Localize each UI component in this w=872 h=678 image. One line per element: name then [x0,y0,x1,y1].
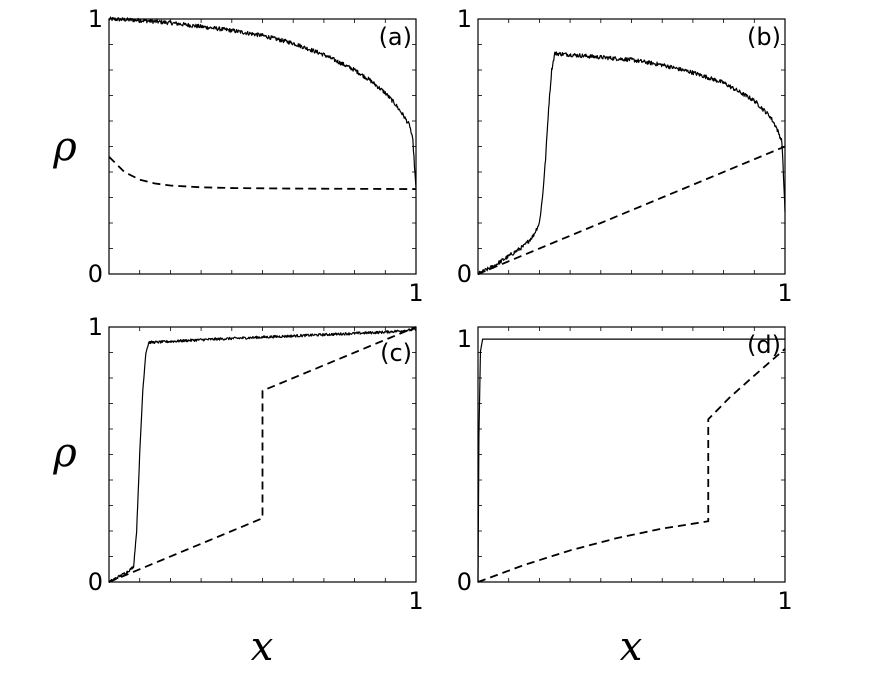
plot-frame [108,18,417,275]
series-line-solid [108,16,417,189]
tick-marks [109,327,416,582]
series-line-dashed [108,326,417,583]
chart-panel-a: 0 1 1 (a) [88,5,424,307]
series-line-solid [477,338,785,583]
x-tick-label: 1 [408,587,423,615]
x-axis-title-right: x [620,624,643,670]
y-axis-title-bottom: ρ [52,430,77,476]
x-axis-title-left: x [251,624,274,670]
y-tick-label: 0 [457,568,472,596]
tick-marks [478,19,785,274]
panel-label: (c) [380,339,412,367]
tick-marks [478,327,785,582]
series-line-solid [477,51,786,275]
y-tick-label: 0 [88,568,103,596]
chart-panel-d: 0 1 1 (d) [457,325,793,615]
panel-label: (a) [379,23,412,51]
y-tick-label: 0 [88,260,103,288]
chart-panel-b: 0 1 1 (b) [457,5,793,307]
chart-panel-c: 0 1 1 (c) [88,313,424,615]
x-tick-label: 1 [777,279,792,307]
panel-label: (b) [747,23,781,51]
series-line-dashed [477,145,786,275]
y-tick-label: 1 [457,325,472,353]
x-tick-label: 1 [777,587,792,615]
y-tick-label: 1 [457,5,472,33]
plot-frame [477,326,786,583]
y-axis-title-top: ρ [52,124,77,170]
y-tick-label: 1 [88,313,103,341]
series-line-solid [108,327,417,583]
series-line-dashed [477,348,786,583]
x-tick-label: 1 [408,279,423,307]
series-line-dashed [108,156,417,190]
y-tick-label: 1 [88,5,103,33]
tick-marks [109,19,416,274]
panel-label: (d) [747,331,781,359]
plot-frame [108,326,417,583]
plot-frame [477,18,786,275]
y-tick-label: 0 [457,260,472,288]
